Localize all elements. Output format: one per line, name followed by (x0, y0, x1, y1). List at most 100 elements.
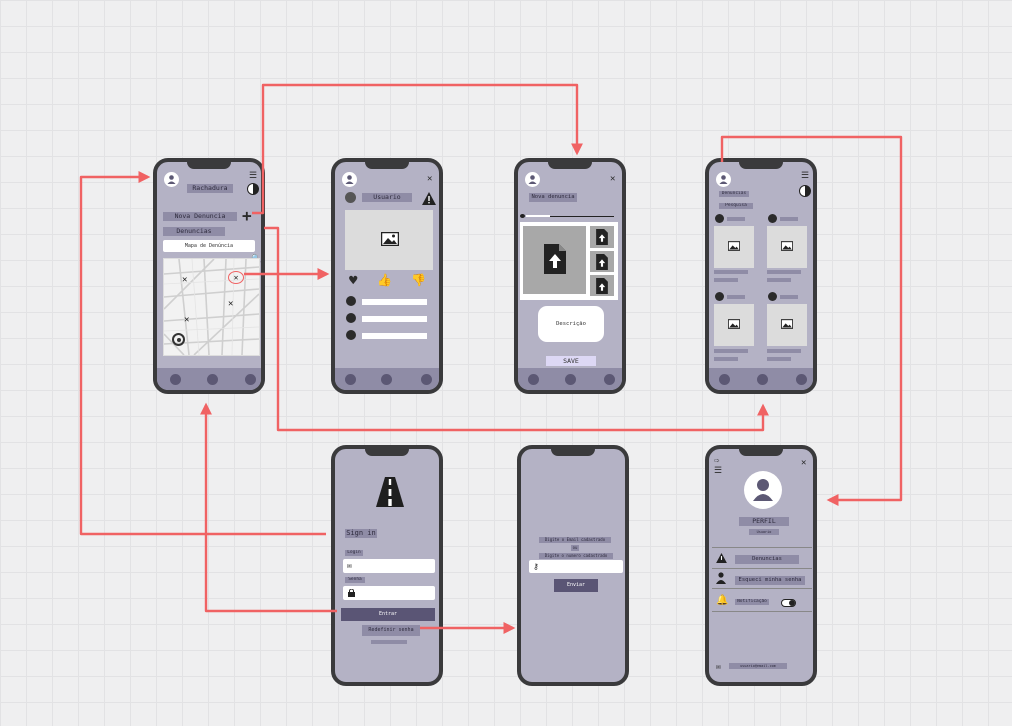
heart-icon[interactable]: ♥ (349, 273, 358, 289)
nav-button[interactable] (207, 374, 218, 385)
denuncias-button[interactable]: Denuncias (163, 227, 225, 236)
card-caption (767, 349, 801, 353)
city-map[interactable]: ✕ ✕ ✕ ✕ (163, 258, 260, 356)
arrow-entrar-to-home (200, 402, 337, 613)
comment-avatar-icon (346, 313, 356, 323)
bottom-nav (518, 368, 622, 390)
tab-denuncias[interactable]: Denuncias (719, 191, 749, 197)
main-upload-slot[interactable] (523, 226, 586, 294)
toggle-icon[interactable] (781, 599, 796, 607)
menu-icon[interactable]: ☰ (249, 171, 258, 181)
comment-avatar-icon (346, 330, 356, 340)
login-input[interactable]: ✉ (343, 559, 435, 573)
scrollbar[interactable] (813, 228, 815, 284)
senha-label: Senha (345, 577, 365, 583)
description-field[interactable]: Descrição (538, 306, 604, 342)
mail-icon: ✉ (716, 662, 721, 671)
divider-bar (371, 640, 407, 644)
tab-pesquisa[interactable]: Pesquisa (719, 203, 753, 209)
nav-button[interactable] (796, 374, 807, 385)
nova-denuncia-button[interactable]: Nova Denuncia (163, 212, 237, 221)
logout-icon[interactable]: ⇨ (714, 456, 720, 466)
email-or-phone-input[interactable]: ⚷ (529, 560, 623, 573)
card-image[interactable] (767, 226, 807, 268)
profile-email: usuario@email.com (729, 663, 787, 669)
card-avatar-icon (768, 214, 777, 223)
nav-button[interactable] (757, 374, 768, 385)
location-icon[interactable] (172, 333, 185, 346)
nav-button[interactable] (381, 374, 392, 385)
notch (548, 162, 592, 169)
bell-icon: 🔔 (716, 595, 729, 606)
phone-post-detail: ✕ Usuario ♥ 👍 👎 (331, 158, 443, 394)
page-title: Nova denuncia (529, 193, 577, 202)
card-author (727, 217, 745, 221)
notch (739, 449, 783, 456)
nav-button[interactable] (528, 374, 539, 385)
user-avatar-icon[interactable] (525, 172, 540, 187)
card-image[interactable] (767, 304, 807, 346)
image-icon (781, 319, 793, 329)
close-icon[interactable]: ✕ (427, 174, 433, 184)
nav-button[interactable] (604, 374, 615, 385)
card-caption (767, 278, 791, 282)
nav-button[interactable] (421, 374, 432, 385)
card-image[interactable] (714, 226, 754, 268)
plus-icon[interactable]: + (242, 206, 252, 225)
enviar-button[interactable]: Enviar (554, 579, 598, 592)
profile-avatar-icon[interactable] (744, 471, 782, 509)
upload-slot[interactable] (590, 226, 614, 248)
phone-reset-password: Digite o Email cadastrado ou Digite o nu… (517, 445, 629, 686)
thumbs-down-icon[interactable]: 👎 (411, 273, 426, 287)
warning-icon[interactable] (422, 190, 436, 209)
user-avatar-icon[interactable] (342, 172, 357, 187)
nav-button[interactable] (170, 374, 181, 385)
card-caption (767, 357, 791, 361)
page-title: Rachadura (187, 184, 233, 193)
card-author (727, 295, 745, 299)
phone-new-report: ✕ Nova denuncia Descrição SAVE (514, 158, 626, 394)
thumbs-up-icon[interactable]: 👍 (377, 273, 392, 287)
entrar-button[interactable]: Entrar (341, 608, 435, 621)
user-icon (716, 572, 726, 584)
marker-x-icon[interactable]: ✕ (184, 315, 190, 325)
separator (712, 611, 812, 612)
card-author (780, 217, 798, 221)
marker-x-icon[interactable]: ✕ (182, 275, 188, 285)
scrollbar[interactable] (813, 517, 815, 573)
upload-slot[interactable] (590, 251, 614, 272)
password-input[interactable] (343, 586, 435, 600)
nav-button[interactable] (345, 374, 356, 385)
upload-slot[interactable] (590, 275, 614, 296)
nav-button[interactable] (719, 374, 730, 385)
close-icon[interactable]: ✕ (610, 174, 616, 184)
contrast-icon[interactable] (247, 183, 259, 195)
marker-x-icon[interactable]: ✕ (228, 299, 234, 309)
author-avatar-icon (345, 192, 356, 203)
close-icon[interactable]: ✕ (801, 458, 807, 468)
save-button[interactable]: SAVE (546, 356, 596, 366)
sign-in-title: Sign in (345, 529, 377, 538)
user-avatar-icon[interactable] (716, 172, 731, 187)
card-caption (714, 270, 748, 274)
notch (365, 162, 409, 169)
comment-line (362, 299, 427, 305)
separator (712, 588, 812, 589)
marker-x-selected-icon[interactable]: ✕ (228, 271, 244, 284)
post-image[interactable] (345, 210, 433, 270)
menu-icon[interactable]: ☰ (714, 466, 723, 476)
comment-line (362, 333, 427, 339)
contrast-icon[interactable] (799, 185, 811, 197)
nav-button[interactable] (565, 374, 576, 385)
nav-button[interactable] (245, 374, 256, 385)
menu-esqueci-senha[interactable]: Esqueci minha senha (735, 576, 805, 585)
user-avatar-icon[interactable] (164, 172, 179, 187)
lock-icon (348, 589, 355, 597)
card-image[interactable] (714, 304, 754, 346)
menu-denuncias[interactable]: Denuncias (735, 555, 799, 564)
menu-icon[interactable]: ☰ (801, 171, 810, 181)
mapa-button[interactable]: Mapa de Denúncia (163, 240, 255, 252)
upload-file-icon (596, 254, 608, 270)
redefinir-senha-link[interactable]: Redefinir senha (362, 625, 420, 636)
